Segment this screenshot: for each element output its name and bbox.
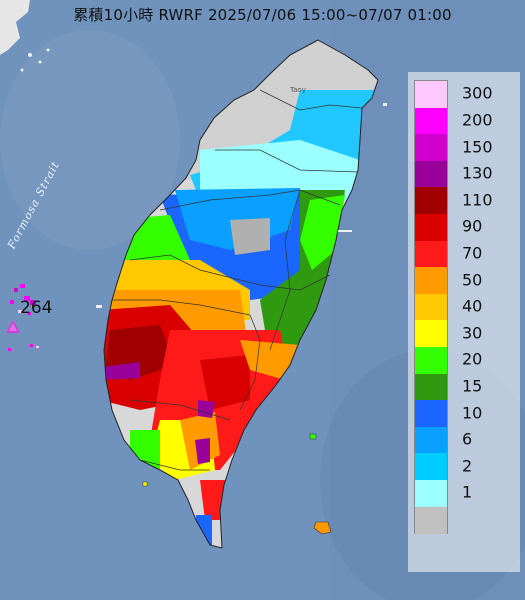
legend-label: 70 [462,243,483,263]
penghu-rain [8,284,39,351]
color-legend [414,80,448,535]
legend-label: 30 [462,323,483,343]
legend-label: 40 [462,296,483,316]
legend-swatch [414,214,448,242]
legend-label: 110 [462,190,493,210]
legend-swatch [414,240,448,268]
legend-swatch [414,107,448,135]
legend-label: 150 [462,137,493,156]
legend-swatch [414,160,448,188]
legend-swatch [414,81,448,109]
legend-label: 200 [462,110,493,130]
legend-swatch [414,426,448,454]
legend-swatch [414,480,448,508]
coastal-markers [96,103,387,308]
station-max-value: 264 [20,298,53,318]
legend-label: 20 [462,349,483,369]
legend-label: 10 [462,403,483,422]
legend-swatch [414,453,448,481]
green-island [309,433,317,440]
map-title: 累積10小時 RWRF 2025/07/06 15:00~07/07 01:00 [73,6,452,24]
legend-swatch [414,506,448,534]
legend-swatch [414,347,448,375]
liuqiu-island [142,481,148,487]
legend-label: 50 [462,270,483,289]
legend-swatch [414,267,448,295]
orchid-island [313,521,332,535]
legend-label: 1 [462,482,473,502]
taiwan-outline [103,39,379,549]
legend-swatch [414,134,448,162]
legend-swatch [414,373,448,401]
city-label: Taoy [290,86,306,94]
legend-label: 130 [462,163,493,183]
county-boundaries [112,89,363,471]
legend-label: 6 [462,429,473,449]
station-marker-icon [6,320,20,333]
mainland-coast [0,0,30,55]
legend-label: 90 [462,216,483,236]
legend-label: 2 [462,456,473,476]
legend-swatch [414,320,448,348]
legend-swatch [414,187,448,215]
legend-swatch [414,400,448,428]
legend-label: 300 [462,83,493,103]
legend-label: 15 [462,376,483,396]
legend-swatch [414,293,448,321]
